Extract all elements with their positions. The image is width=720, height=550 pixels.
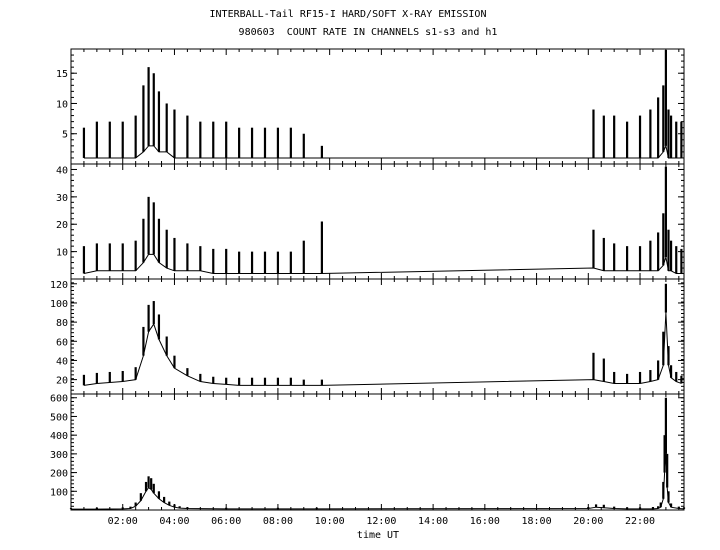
y-tick-label: 20 [56,376,68,387]
y-tick-label: 120 [50,280,68,291]
y-tick-label: 100 [50,299,68,310]
y-tick-label: 600 [50,394,68,405]
x-tick-label: 08:00 [263,516,293,527]
x-tick-label: 16:00 [470,516,500,527]
chart-panels: 5 10 15 10 20 30 40 20 40 60 80 100 120 100 200 300 400 5… [50,48,686,527]
panel-frame [70,393,685,511]
panel-frame [70,278,685,395]
x-tick-label: 14:00 [418,516,448,527]
panel-frame [70,48,685,165]
y-tick-label: 100 [50,487,68,498]
data-low-trace [83,253,682,275]
x-tick-label: 12:00 [366,516,396,527]
y-tick-label: 80 [56,318,68,329]
chart-panel-2: 10 20 30 40 [56,163,685,280]
x-tick-label: 02:00 [108,516,138,527]
y-tick-label: 5 [62,130,68,141]
data-low-trace [83,312,682,386]
y-tick-label: 10 [56,248,68,259]
y-tick-label: 200 [50,469,68,480]
y-tick-label: 10 [56,99,68,110]
y-tick-label: 40 [56,165,68,176]
chart-title: INTERBALL-Tail RF15-I HARD/SOFT X-RAY EM… [209,9,487,20]
x-tick-label: 04:00 [159,516,189,527]
x-tick-label: 10:00 [315,516,345,527]
chart-panel-4: 100 200 300 400 500 600 [50,393,686,511]
y-tick-label: 20 [56,220,68,231]
chart-panel-3: 20 40 60 80 100 120 [50,278,685,395]
x-axis-label: time UT [357,530,399,541]
chart-subtitle: 980603 COUNT RATE IN CHANNELS s1-s3 and … [238,27,498,38]
y-tick-label: 40 [56,356,68,367]
panel-frame [70,163,685,280]
data-low-trace [71,453,685,510]
y-tick-label: 500 [50,412,68,423]
x-tick-label: 18:00 [522,516,552,527]
y-tick-label: 60 [56,337,68,348]
data-low-trace [83,144,682,159]
x-tick-label: 22:00 [625,516,655,527]
y-tick-label: 300 [50,450,68,461]
y-tick-label: 30 [56,193,68,204]
y-tick-label: 15 [56,69,68,80]
x-tick-label: 20:00 [573,516,603,527]
y-tick-label: 400 [50,431,68,442]
chart-panel-1: 5 10 15 [56,48,685,165]
x-tick-label: 06:00 [211,516,241,527]
